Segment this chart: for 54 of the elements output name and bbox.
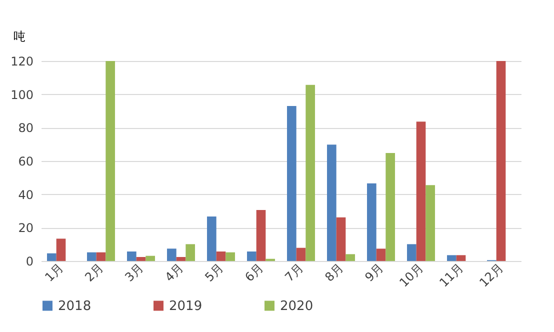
bar	[216, 252, 226, 261]
y-tick-label: 100	[10, 88, 34, 102]
legend-label: 2018	[58, 298, 92, 314]
bar	[447, 255, 456, 261]
x-tick-label: 4月	[162, 260, 186, 284]
bar	[376, 248, 386, 261]
x-tick-label: 12月	[476, 260, 506, 290]
x-tick-label: 11月	[436, 260, 466, 290]
bar	[296, 248, 306, 261]
bar	[47, 253, 56, 261]
y-tick-label: 80	[18, 121, 34, 136]
bar	[306, 84, 315, 261]
bar	[416, 122, 426, 261]
bar	[247, 252, 256, 261]
y-tick-label: 120	[10, 54, 34, 68]
bar	[207, 216, 216, 261]
bar	[56, 238, 66, 261]
bar	[327, 144, 336, 261]
bar	[407, 244, 416, 261]
x-tick-label: 1月	[42, 260, 66, 284]
bar	[256, 210, 266, 261]
bar	[167, 248, 176, 261]
x-tick-label: 5月	[202, 260, 226, 284]
bar	[146, 256, 155, 261]
bar	[96, 252, 106, 261]
bar	[456, 255, 466, 261]
x-tick-label: 9月	[362, 260, 386, 284]
y-axis-title: 吨	[14, 30, 26, 44]
x-tick-label: 6月	[242, 260, 266, 284]
x-tick-label: 10月	[396, 260, 426, 290]
bar	[87, 252, 96, 261]
y-tick-label: 0	[26, 254, 34, 268]
bar	[186, 244, 195, 261]
bar	[346, 254, 355, 261]
bar	[136, 257, 146, 261]
bar	[336, 217, 346, 261]
bar	[426, 185, 435, 261]
x-tick-label: 8月	[322, 260, 346, 284]
legend-label: 2020	[280, 298, 314, 314]
x-tick-label: 2月	[82, 260, 106, 284]
bar	[226, 252, 235, 261]
y-tick-label: 60	[18, 154, 34, 168]
bar	[287, 106, 296, 261]
bar	[386, 153, 395, 261]
legend-label: 2019	[169, 298, 202, 314]
y-tick-label: 40	[18, 188, 34, 202]
bar	[176, 257, 186, 261]
bar	[496, 61, 506, 261]
x-tick-label: 7月	[282, 260, 306, 284]
x-tick-label: 3月	[122, 260, 146, 284]
bar	[127, 252, 136, 261]
y-tick-label: 20	[18, 221, 34, 236]
bar	[106, 61, 115, 261]
bar	[367, 183, 376, 261]
